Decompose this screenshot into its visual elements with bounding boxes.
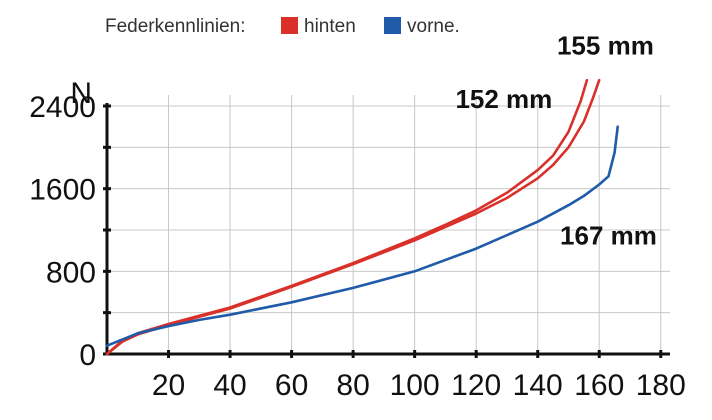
y-tick-label: 1600 [29,174,96,207]
series-line-2 [105,125,620,348]
legend-label-hinten: hinten [304,16,356,37]
grid [107,95,670,354]
legend-label-vorne: vorne. [407,16,460,37]
series-group [105,78,620,356]
annotation-0: 155 mm [557,30,654,60]
x-tick-label: 140 [513,369,563,402]
x-tick-label: 40 [213,369,246,402]
x-tick-label: 120 [451,369,501,402]
x-tick-label: 60 [275,369,308,402]
x-tick-label: 160 [574,369,624,402]
legend: Federkennlinien: hinten vorne. [105,16,460,37]
x-tick-label: 20 [152,369,185,402]
x-tick-label: 100 [390,369,440,402]
annotation-1: 152 mm [455,84,552,114]
legend-swatch-hinten [281,17,298,34]
y-axis-label: N [70,77,92,110]
x-tick-label: 80 [336,369,369,402]
y-tick-label: 800 [46,256,96,289]
legend-title: Federkennlinien: [105,16,245,37]
y-tick-label: 0 [79,339,96,372]
y-tick-label: 2400 [29,91,96,124]
x-tick-label: 180 [636,369,686,402]
legend-swatch-vorne [384,17,401,34]
annotation-2: 167 mm [560,220,657,250]
